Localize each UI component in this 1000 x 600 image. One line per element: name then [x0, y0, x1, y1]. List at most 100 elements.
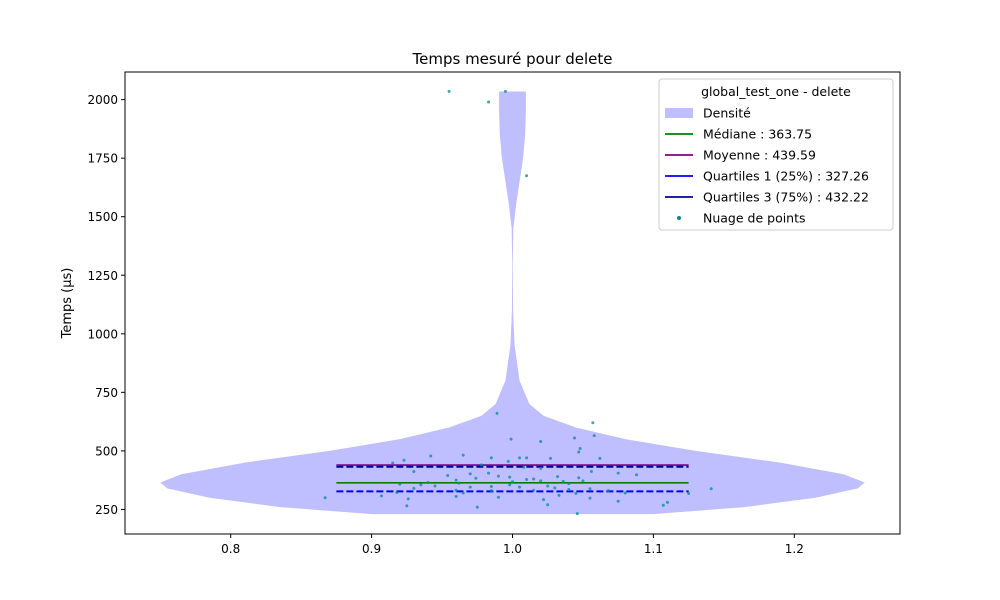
data-point [522, 465, 526, 469]
legend-label: Quartiles 3 (75%) : 432.22 [703, 190, 869, 205]
data-point [503, 89, 507, 93]
y-tick-label: 1250 [87, 269, 118, 283]
data-point [474, 476, 478, 480]
data-point [506, 459, 510, 463]
data-point [446, 473, 450, 477]
data-point [567, 488, 571, 492]
legend-label: Médiane : 363.75 [703, 127, 812, 142]
legend-entry: Nuage de points [677, 211, 806, 226]
data-point [426, 480, 430, 484]
data-point [661, 503, 665, 507]
data-point [539, 479, 543, 483]
data-point [532, 477, 536, 481]
chart-title: Temps mesuré pour delete [412, 50, 613, 68]
legend-swatch-dot [677, 216, 681, 220]
data-point [395, 491, 399, 495]
x-tick-label: 0.8 [221, 542, 240, 556]
y-axis-label: Temps (µs) [60, 268, 75, 340]
data-point [454, 495, 458, 499]
legend-label: Densité [703, 106, 751, 121]
data-point [557, 493, 561, 497]
data-point [406, 497, 410, 501]
x-tick-label: 1.1 [644, 542, 663, 556]
x-tick-label: 1.2 [785, 542, 804, 556]
y-axis: 250 500 750 1000 1250 1500 1750 2000 [87, 93, 125, 517]
data-point [518, 456, 522, 460]
scatter-points [323, 89, 713, 516]
legend-entry: Quartiles 1 (25%) : 327.26 [665, 169, 869, 184]
data-point [487, 100, 491, 104]
data-point [575, 512, 579, 516]
y-tick-label: 500 [95, 444, 118, 458]
data-point [588, 487, 592, 491]
y-tick-label: 750 [95, 386, 118, 400]
data-point [496, 474, 500, 478]
data-point [398, 482, 402, 486]
data-point [666, 500, 669, 504]
data-point [616, 471, 620, 475]
data-point [573, 436, 576, 440]
y-tick-label: 1750 [87, 152, 118, 166]
data-point [461, 453, 465, 457]
data-point [509, 437, 513, 441]
data-point [687, 491, 691, 495]
data-point [508, 483, 512, 487]
data-point [546, 484, 550, 488]
data-point [419, 483, 423, 487]
legend-title: global_test_one - delete [701, 84, 851, 99]
data-point [429, 454, 433, 458]
data-point [457, 481, 461, 485]
data-point [525, 456, 529, 460]
data-point [511, 480, 514, 484]
data-point [468, 485, 472, 489]
data-point [574, 491, 578, 495]
data-point [578, 447, 582, 451]
data-point [539, 466, 543, 470]
legend-entry: Moyenne : 439.59 [665, 148, 816, 163]
data-point [623, 491, 627, 495]
data-point [379, 494, 383, 498]
data-point [577, 476, 581, 480]
legend-label: Moyenne : 439.59 [703, 148, 816, 163]
data-point [487, 471, 491, 475]
data-point [549, 456, 553, 460]
data-point [433, 484, 437, 488]
y-tick-label: 2000 [87, 93, 118, 107]
data-point [592, 434, 596, 438]
data-point [553, 486, 557, 490]
y-tick-label: 1000 [87, 327, 118, 341]
data-point [591, 421, 595, 425]
data-point [567, 482, 571, 486]
data-point [454, 488, 458, 492]
data-point [489, 484, 493, 488]
data-point [402, 458, 406, 462]
data-point [616, 499, 620, 503]
data-point [508, 475, 512, 479]
data-point [589, 469, 593, 473]
data-point [588, 496, 592, 500]
data-point [532, 488, 536, 492]
data-point [489, 456, 493, 460]
data-point [496, 495, 500, 499]
data-point [635, 473, 638, 477]
data-point [391, 461, 395, 465]
y-tick-label: 250 [95, 503, 118, 517]
data-point [525, 174, 529, 178]
y-tick-label: 1500 [87, 210, 118, 224]
violin-layer [160, 91, 865, 515]
data-point [539, 440, 543, 444]
data-point [475, 505, 479, 509]
data-point [581, 479, 585, 483]
x-tick-label: 0.9 [362, 542, 381, 556]
data-point [577, 450, 581, 454]
data-point [709, 487, 713, 491]
data-point [542, 498, 545, 502]
legend-entry: Densité [665, 106, 751, 121]
data-point [447, 89, 451, 93]
data-point [525, 477, 529, 481]
legend-swatch-patch [665, 108, 693, 118]
violin-body [160, 91, 865, 515]
data-point [405, 504, 409, 508]
data-point [412, 486, 416, 490]
